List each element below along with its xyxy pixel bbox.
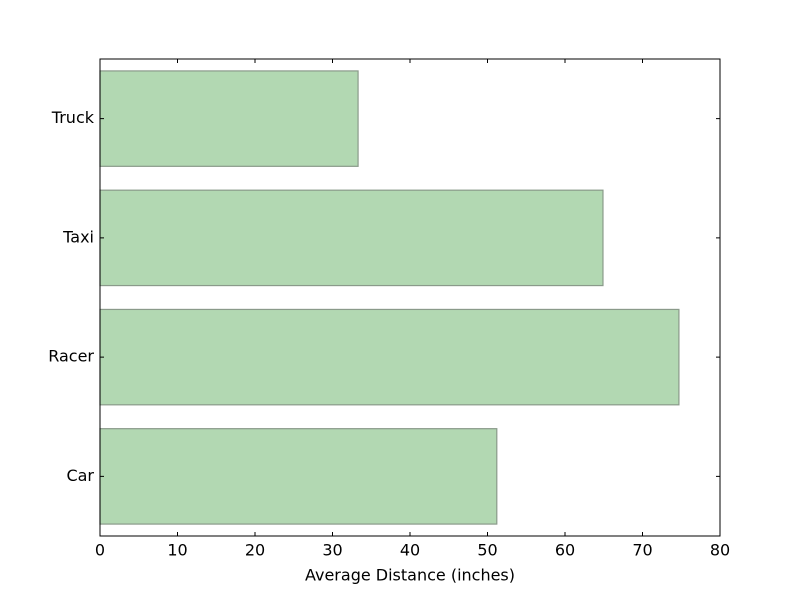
x-tick-label: 30 xyxy=(322,541,342,560)
x-tick-label: 40 xyxy=(400,541,420,560)
bar xyxy=(99,189,604,287)
x-tick-label: 0 xyxy=(95,541,105,560)
bar xyxy=(99,308,680,406)
x-tick-label: 50 xyxy=(477,541,497,560)
y-tick-label: Car xyxy=(66,466,94,485)
x-tick-label: 60 xyxy=(555,541,575,560)
x-tick-label: 70 xyxy=(632,541,652,560)
x-tick-label: 80 xyxy=(710,541,730,560)
x-tick-label: 10 xyxy=(167,541,187,560)
y-tick-label: Truck xyxy=(51,108,95,127)
plot-frame xyxy=(99,58,721,537)
x-tick-label: 20 xyxy=(245,541,265,560)
y-tick-label: Taxi xyxy=(62,227,94,246)
x-axis-label: Average Distance (inches) xyxy=(305,566,515,585)
y-tick-label: Racer xyxy=(48,347,94,366)
bar xyxy=(99,428,498,525)
bar xyxy=(99,70,359,167)
